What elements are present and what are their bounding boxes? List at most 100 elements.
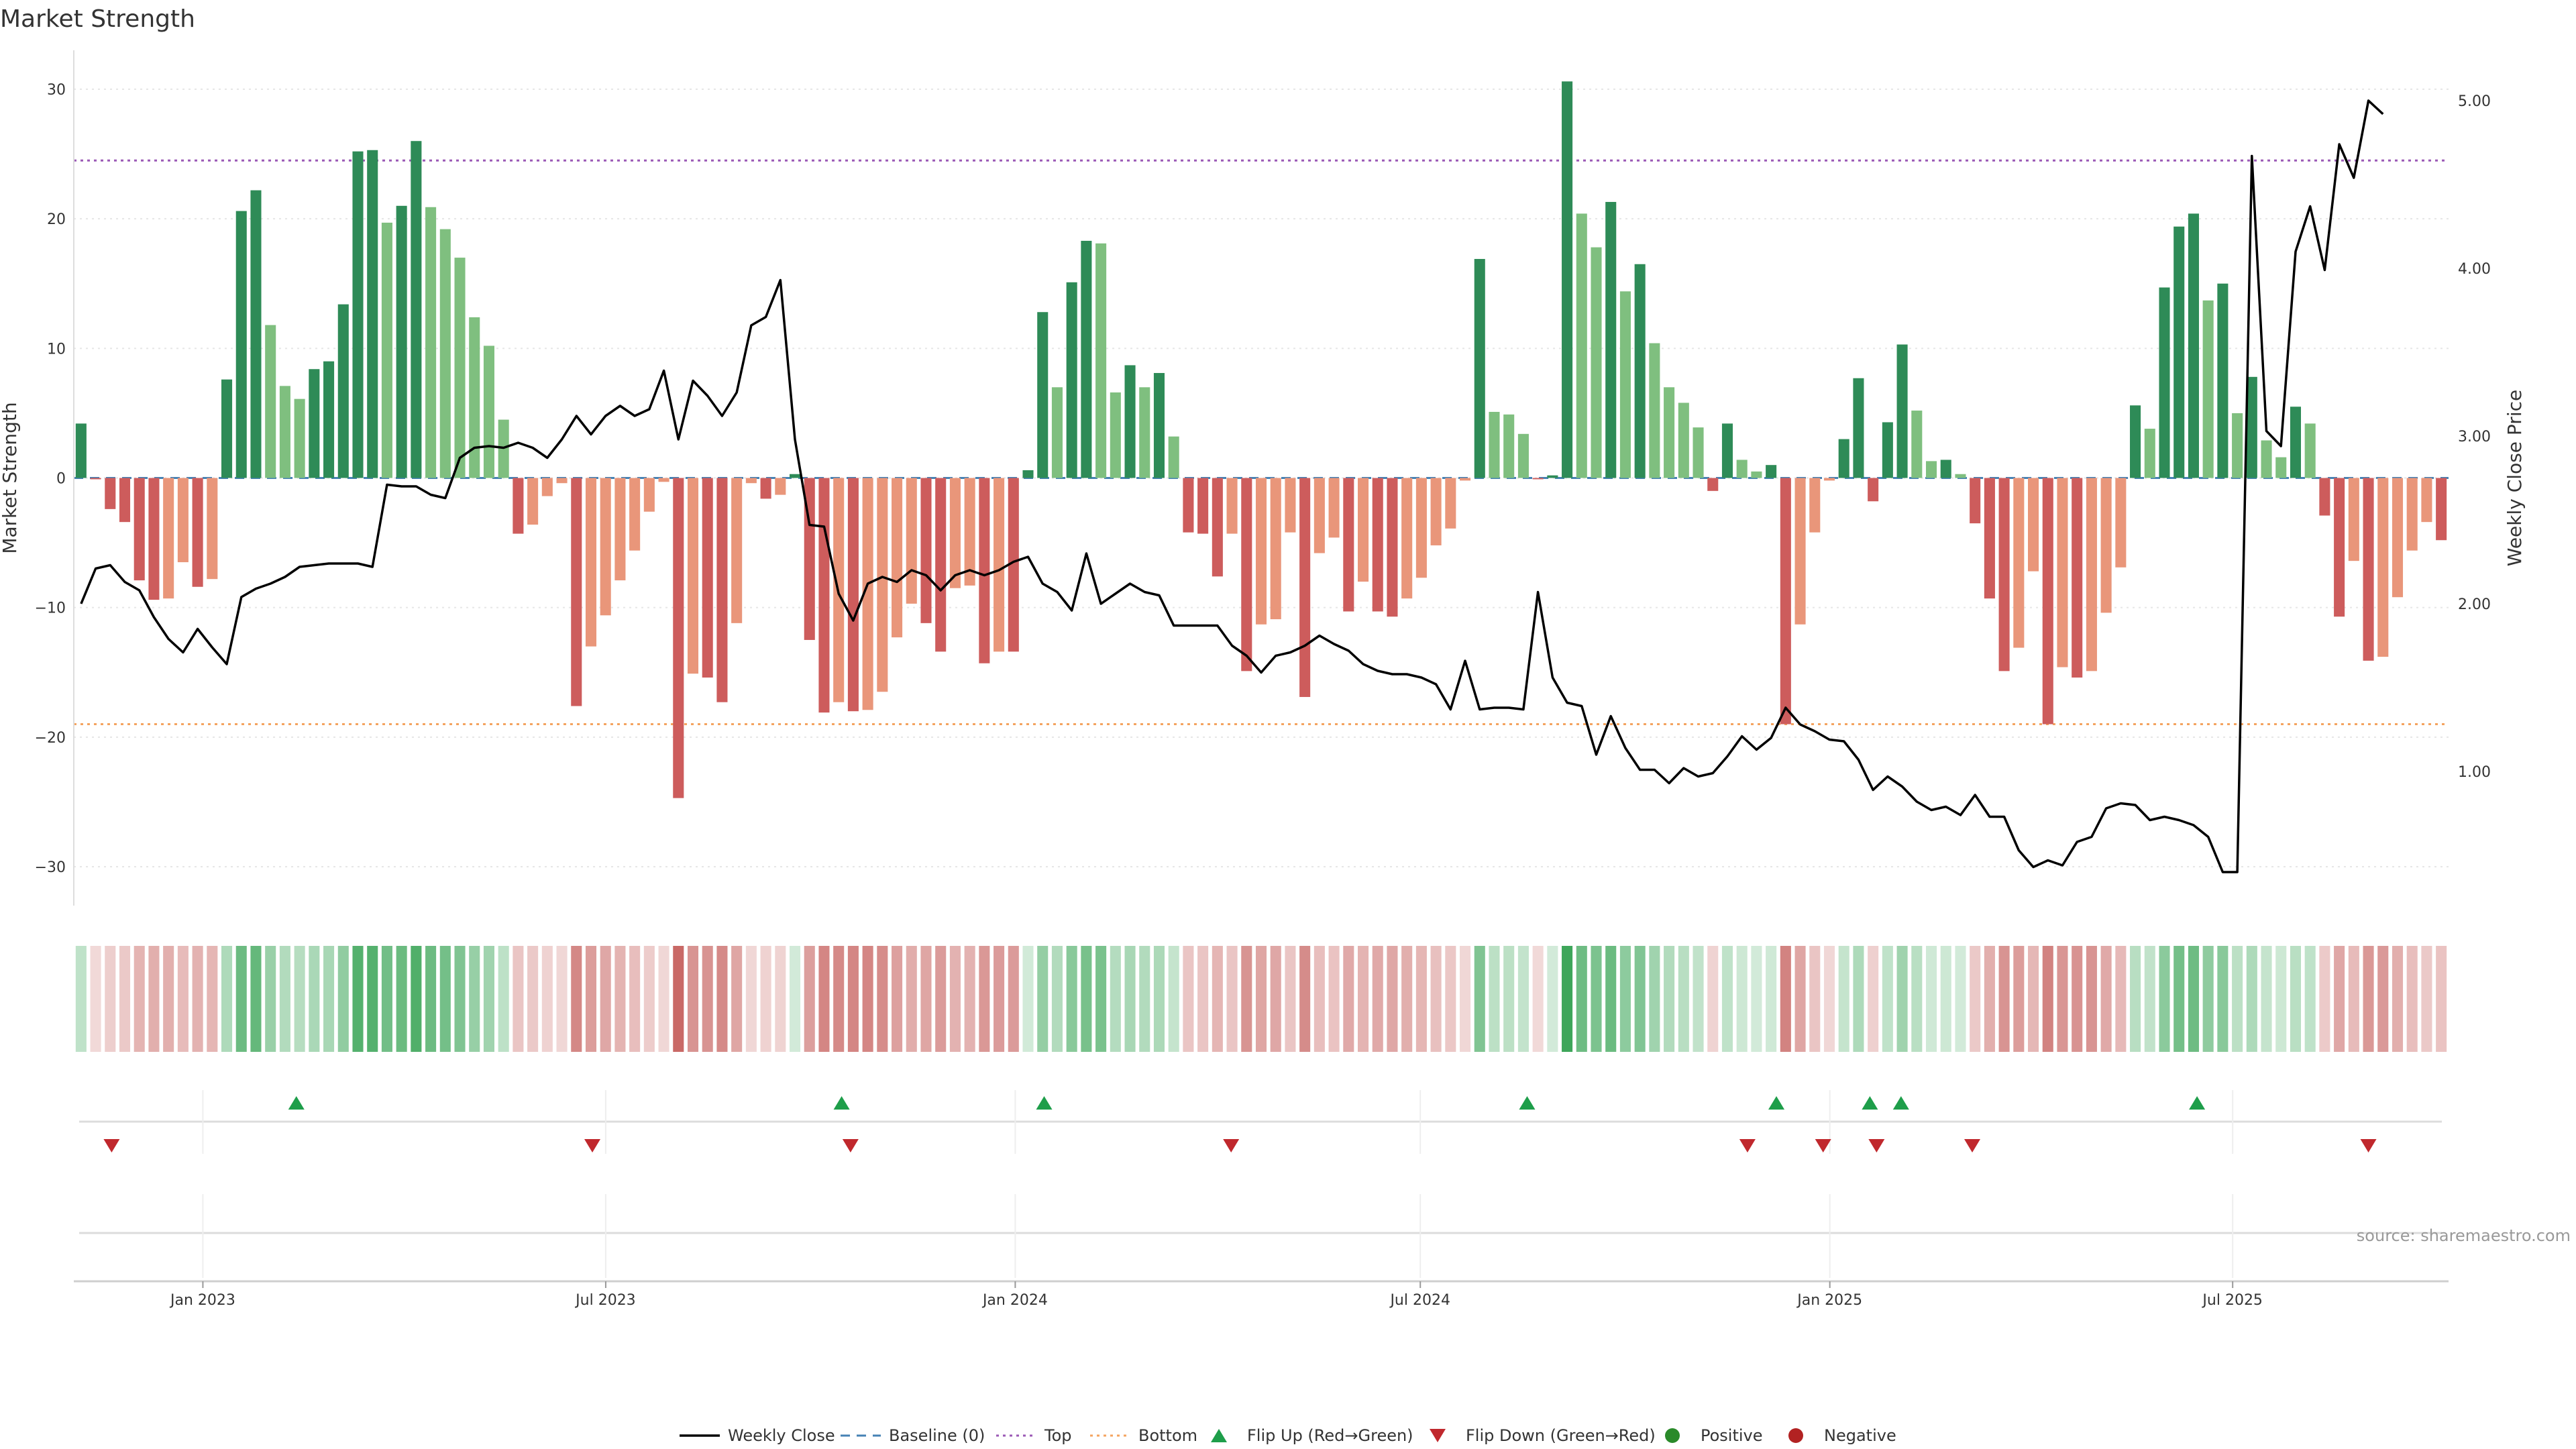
strength-bar — [2013, 478, 2025, 648]
heat-cell — [1751, 946, 1762, 1052]
strength-bar — [1255, 478, 1267, 625]
flip-up-marker — [1519, 1096, 1536, 1110]
heat-cell — [1313, 946, 1325, 1052]
strength-bar — [789, 474, 801, 478]
heat-cell — [818, 946, 830, 1052]
strength-bar — [1664, 387, 1675, 478]
flip-up-marker — [833, 1096, 850, 1110]
strength-bar — [731, 478, 743, 623]
y-tick-label: −20 — [35, 730, 66, 747]
strength-bar — [75, 423, 87, 478]
strength-bars — [75, 81, 2447, 798]
heat-cell — [673, 946, 684, 1052]
legend-negative: Negative — [1788, 1426, 1896, 1445]
strength-bar — [105, 478, 116, 509]
strength-bar — [2363, 478, 2374, 661]
strength-bar — [2217, 283, 2229, 478]
strength-bar — [1139, 387, 1150, 478]
strength-bar — [1736, 460, 1748, 478]
strength-bar — [119, 478, 131, 523]
strength-bar — [250, 190, 262, 478]
strength-bar — [1474, 259, 1485, 478]
heat-cell — [994, 946, 1005, 1052]
heat-cell — [90, 946, 101, 1052]
heat-cell — [163, 946, 174, 1052]
legend-baseline: Baseline (0) — [841, 1426, 985, 1445]
strength-bar — [2406, 478, 2418, 551]
heat-cell — [556, 946, 568, 1052]
chart-title: Market Strength — [0, 5, 195, 33]
heat-cell — [862, 946, 873, 1052]
heat-cell — [2290, 946, 2301, 1052]
heat-cell — [1736, 946, 1748, 1052]
heat-cell — [1328, 946, 1340, 1052]
flip-down-marker — [1739, 1139, 1756, 1152]
heat-cell — [571, 946, 582, 1052]
strength-bar — [745, 478, 757, 484]
y-tick-label: 20 — [47, 211, 66, 228]
strength-bar — [1387, 478, 1398, 617]
strength-bar — [2261, 440, 2272, 478]
legend-flip-down: Flip Down (Green→Red) — [1430, 1426, 1656, 1445]
strength-bar — [439, 229, 451, 478]
heat-cell — [775, 946, 786, 1052]
strength-bar — [1008, 478, 1019, 652]
legend-weekly-close: Weekly Close — [680, 1426, 835, 1445]
strength-bar — [1591, 247, 1602, 478]
strength-bar — [1721, 423, 1733, 478]
heat-cell — [760, 946, 771, 1052]
heat-cell — [2144, 946, 2155, 1052]
strength-bar — [469, 317, 480, 478]
heat-cell — [658, 946, 669, 1052]
strength-bar — [892, 478, 903, 638]
heat-cell — [133, 946, 145, 1052]
legend-top: Top — [996, 1426, 1072, 1445]
strength-bar — [556, 478, 568, 484]
strength-bar — [294, 398, 305, 478]
heat-cell — [2392, 946, 2404, 1052]
strength-bar — [979, 478, 990, 663]
strength-bar — [1168, 436, 1179, 478]
strength-bar — [1285, 478, 1296, 533]
strength-bar — [411, 141, 422, 478]
heat-cell — [235, 946, 247, 1052]
strength-bar — [1970, 478, 1981, 524]
strength-bar — [1110, 392, 1121, 478]
strength-bar — [1853, 378, 1864, 478]
heat-cell — [2130, 946, 2141, 1052]
strength-bar — [2115, 478, 2127, 568]
heat-cell — [323, 946, 335, 1052]
strength-bar — [1984, 478, 1995, 599]
strength-bar — [367, 150, 378, 478]
heat-cell — [1124, 946, 1136, 1052]
heat-cell — [847, 946, 859, 1052]
strength-bar — [1517, 433, 1529, 478]
heat-cell — [367, 946, 378, 1052]
heat-cell — [949, 946, 961, 1052]
strength-bar — [2304, 423, 2316, 478]
y2-tick-label: 5.00 — [2458, 93, 2491, 110]
strength-bar — [396, 205, 407, 478]
y-tick-label: −10 — [35, 600, 66, 617]
strength-bar — [2436, 478, 2447, 541]
flip-up-marker — [2189, 1096, 2206, 1110]
strength-bar — [90, 478, 101, 480]
heat-cell — [1066, 946, 1077, 1052]
heat-cell — [250, 946, 262, 1052]
x-tick-label: Jan 2024 — [981, 1292, 1048, 1309]
heat-cell — [1794, 946, 1806, 1052]
strength-bar — [1634, 264, 1646, 478]
y2-tick-label: 1.00 — [2458, 764, 2491, 781]
strength-bar — [1707, 478, 1719, 491]
heat-cell — [1517, 946, 1529, 1052]
heat-cell — [411, 946, 422, 1052]
strength-bar — [1605, 202, 1617, 478]
strength-bar — [1794, 478, 1806, 625]
strength-bar — [1489, 411, 1500, 478]
strength-bar — [454, 258, 466, 478]
heat-cell — [1882, 946, 1893, 1052]
heat-cell — [2072, 946, 2083, 1052]
heat-cell — [2028, 946, 2039, 1052]
heat-cell — [600, 946, 611, 1052]
heat-cell — [396, 946, 407, 1052]
